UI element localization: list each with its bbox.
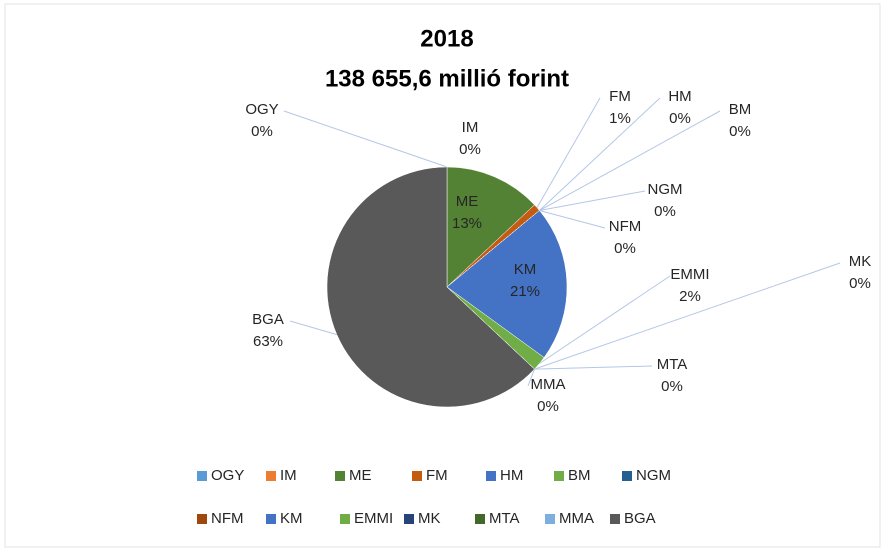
legend-swatch: [335, 471, 345, 481]
leader-line: [534, 365, 653, 370]
legend-swatch: [340, 514, 350, 524]
slice-label: MTA: [657, 356, 688, 373]
leader-line: [289, 320, 338, 336]
legend-label: ME: [349, 467, 372, 484]
slice-value: 0%: [537, 398, 559, 415]
legend-label: FM: [426, 467, 448, 484]
slice-value: 0%: [459, 141, 481, 158]
legend-label: NGM: [636, 467, 671, 484]
legend-label: HM: [500, 467, 523, 484]
leader-line: [539, 97, 661, 211]
pie-slice: [326, 166, 535, 408]
legend-label: BM: [568, 467, 591, 484]
slice-value: 0%: [669, 110, 691, 127]
legend-label: IM: [280, 467, 297, 484]
slice-label: NGM: [648, 181, 683, 198]
leader-line: [539, 210, 606, 229]
slice-value: 0%: [661, 378, 683, 395]
legend-label: MMA: [559, 510, 594, 527]
legend-label: MK: [418, 510, 441, 527]
slice-label: IM: [462, 119, 479, 136]
slice-label: FM: [609, 88, 631, 105]
pie-slice: [446, 210, 568, 358]
slice-value: 0%: [614, 240, 636, 257]
slice-label: HM: [668, 88, 691, 105]
slice-value: 0%: [849, 275, 871, 292]
leader-line: [527, 368, 535, 387]
slice-label: OGY: [245, 101, 278, 118]
slice-value: 2%: [679, 288, 701, 305]
legend-label: BGA: [624, 510, 656, 527]
leader-line: [539, 190, 646, 212]
legend-swatch: [404, 514, 414, 524]
slice-value: 1%: [609, 110, 631, 127]
slice-value: 0%: [654, 203, 676, 220]
slice-value: 63%: [253, 333, 283, 350]
legend-swatch: [266, 471, 276, 481]
legend-swatch: [197, 514, 207, 524]
slice-label: ME: [456, 193, 479, 210]
chart-title: 2018: [420, 25, 473, 52]
leader-line: [534, 262, 841, 370]
slice-value: 0%: [251, 123, 273, 140]
slice-label: MK: [849, 253, 872, 270]
leader-line: [283, 110, 448, 168]
legend-label: OGY: [211, 467, 244, 484]
slice-label: KM: [514, 261, 537, 278]
legend-label: KM: [280, 510, 303, 527]
slice-label: BM: [729, 101, 752, 118]
legend-swatch: [412, 471, 422, 481]
legend-swatch: [486, 471, 496, 481]
slice-value: 13%: [452, 215, 482, 232]
legend-label: MTA: [489, 510, 520, 527]
legend-swatch: [554, 471, 564, 481]
chart-subtitle: 138 655,6 millió forint: [325, 65, 569, 92]
leader-line: [536, 97, 601, 208]
slice-label: BGA: [252, 311, 284, 328]
slice-value: 0%: [729, 123, 751, 140]
legend-swatch: [475, 514, 485, 524]
legend-swatch: [266, 514, 276, 524]
slice-value: 21%: [510, 283, 540, 300]
legend-swatch: [197, 471, 207, 481]
legend-swatch: [622, 471, 632, 481]
leader-line: [539, 110, 721, 211]
legend-label: NFM: [211, 510, 244, 527]
leader-line: [539, 275, 671, 364]
slice-label: MMA: [531, 376, 566, 393]
legend-label: EMMI: [354, 510, 393, 527]
slice-label: NFM: [609, 218, 642, 235]
legend-swatch: [545, 514, 555, 524]
legend-swatch: [610, 514, 620, 524]
pie-slice: [446, 166, 535, 288]
slice-label: EMMI: [670, 266, 709, 283]
